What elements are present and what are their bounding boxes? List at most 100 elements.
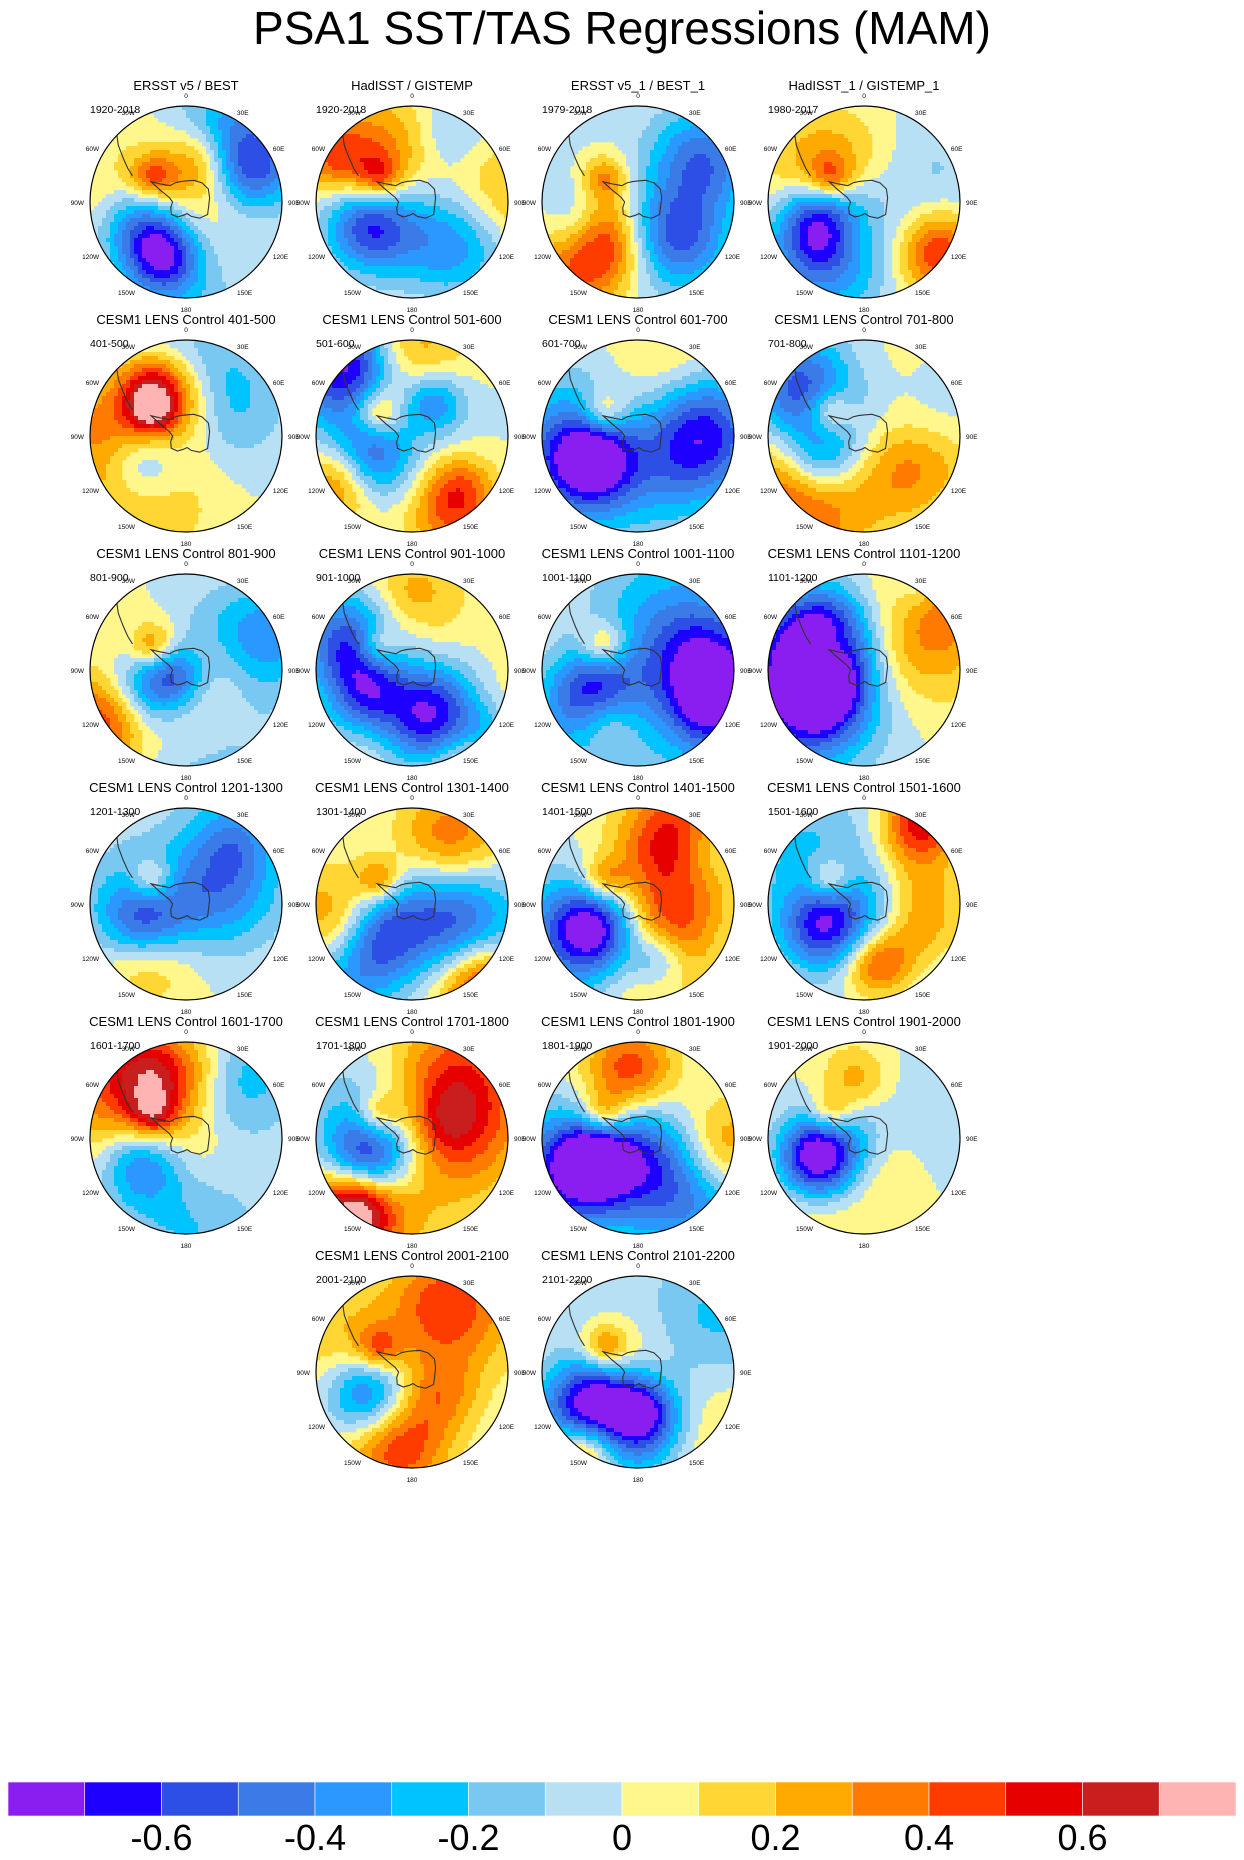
field-cell — [448, 254, 453, 259]
field-cell — [336, 186, 341, 191]
field-cell — [412, 186, 417, 191]
field-cell — [266, 242, 271, 247]
field-cell — [202, 170, 207, 175]
field-cell — [258, 182, 263, 187]
field-cell — [246, 202, 251, 207]
field-cell — [150, 270, 155, 275]
field-cell — [392, 110, 397, 115]
field-cell — [146, 190, 151, 195]
field-cell — [504, 214, 508, 219]
field-cell — [246, 194, 251, 199]
field-cell — [500, 290, 505, 295]
field-cell — [146, 246, 151, 251]
field-cell — [448, 182, 453, 187]
field-cell — [606, 158, 611, 163]
field-cell — [234, 150, 239, 155]
field-cell — [316, 134, 321, 139]
field-cell — [238, 130, 243, 135]
field-cell — [440, 122, 445, 127]
field-cell — [488, 254, 493, 259]
field-cell — [618, 166, 623, 171]
field-cell — [650, 186, 655, 191]
field-cell — [492, 198, 497, 203]
field-cell — [262, 194, 267, 199]
field-cell — [250, 230, 255, 235]
field-cell — [194, 190, 199, 195]
field-cell — [324, 214, 329, 219]
field-cell — [646, 134, 651, 139]
field-cell — [650, 194, 655, 199]
field-cell — [666, 110, 671, 115]
field-cell — [368, 130, 373, 135]
field-cell — [154, 278, 159, 283]
field-cell — [598, 122, 603, 127]
field-cell — [702, 166, 707, 171]
field-cell — [320, 134, 325, 139]
field-cell — [702, 154, 707, 159]
field-cell — [90, 262, 95, 267]
field-cell — [142, 154, 147, 159]
field-cell — [456, 258, 461, 263]
field-cell — [206, 130, 211, 135]
field-cell — [566, 150, 571, 155]
field-cell — [570, 194, 575, 199]
field-cell — [210, 222, 215, 227]
field-cell — [456, 274, 461, 279]
field-cell — [480, 270, 485, 275]
field-cell — [372, 130, 377, 135]
field-cell — [114, 218, 119, 223]
field-cell — [566, 170, 571, 175]
field-cell — [614, 178, 619, 183]
field-cell — [270, 218, 275, 223]
field-cell — [150, 178, 155, 183]
field-cell — [396, 142, 401, 147]
field-cell — [250, 194, 255, 199]
field-cell — [638, 186, 643, 191]
field-cell — [448, 162, 453, 167]
field-cell — [654, 134, 659, 139]
field-cell — [646, 194, 651, 199]
field-cell — [360, 218, 365, 223]
field-cell — [464, 278, 469, 283]
field-cell — [722, 118, 727, 123]
field-cell — [198, 218, 203, 223]
field-cell — [262, 186, 267, 191]
field-cell — [336, 198, 341, 203]
field-cell — [504, 162, 508, 167]
field-cell — [210, 270, 215, 275]
field-cell — [440, 254, 445, 259]
field-cell — [586, 182, 591, 187]
field-cell — [320, 242, 325, 247]
field-cell — [142, 150, 147, 155]
field-cell — [186, 114, 191, 119]
field-cell — [360, 194, 365, 199]
field-cell — [154, 158, 159, 163]
field-cell — [384, 178, 389, 183]
field-cell — [190, 294, 195, 298]
field-cell — [174, 222, 179, 227]
field-cell — [642, 190, 647, 195]
field-cell — [352, 266, 357, 271]
field-cell — [246, 270, 251, 275]
field-cell — [254, 170, 259, 175]
field-cell — [194, 130, 199, 135]
field-cell — [254, 290, 259, 295]
field-cell — [170, 234, 175, 239]
field-cell — [384, 114, 389, 119]
field-cell — [274, 186, 279, 191]
field-cell — [412, 126, 417, 131]
field-cell — [686, 178, 691, 183]
field-cell — [372, 162, 377, 167]
field-cell — [202, 222, 207, 227]
field-cell — [488, 266, 493, 271]
field-cell — [436, 254, 441, 259]
field-cell — [274, 170, 279, 175]
field-cell — [412, 118, 417, 123]
field-cell — [162, 166, 167, 171]
field-cell — [158, 214, 163, 219]
field-cell — [368, 166, 373, 171]
field-cell — [460, 138, 465, 143]
field-cell — [134, 250, 139, 255]
field-cell — [262, 206, 267, 211]
field-cell — [198, 166, 203, 171]
